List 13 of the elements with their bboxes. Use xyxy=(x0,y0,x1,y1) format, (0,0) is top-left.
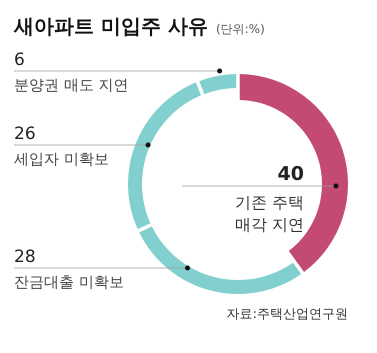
data-label: 26 xyxy=(14,124,36,144)
slice-label: 세입자 미확보 xyxy=(14,150,109,168)
data-label: 28 xyxy=(14,247,36,267)
data-label: 6 xyxy=(14,50,25,70)
donut-slice xyxy=(128,82,201,230)
chart-subtitle: (단위:%) xyxy=(216,22,265,36)
slice-label: 분양권 매도 지연 xyxy=(14,76,129,94)
slice-label: 잔금대출 미확보 xyxy=(14,273,124,291)
donut-slice xyxy=(199,74,236,94)
text: 자료:주택산업연구원 xyxy=(226,307,348,322)
data-label: 40 xyxy=(278,163,304,185)
slice-label: 기존 주택 매각 지연 xyxy=(234,193,304,234)
chart-title: 새아파트 미입주 사유 xyxy=(14,14,208,38)
